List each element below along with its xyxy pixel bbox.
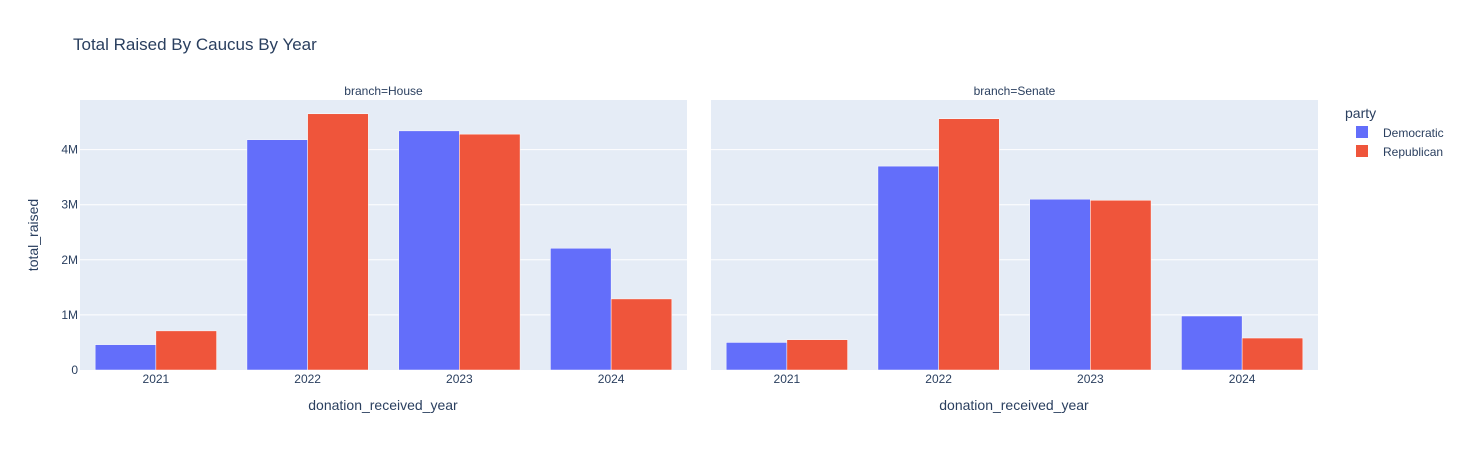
y-tick-label: 0 bbox=[71, 363, 78, 377]
facet-title-senate: branch=Senate bbox=[974, 84, 1056, 98]
bar-house-democratic-2021 bbox=[94, 344, 157, 371]
bar-senate-republican-2021 bbox=[786, 339, 848, 371]
bar-senate-democratic-2024 bbox=[1181, 315, 1243, 371]
legend-title: party bbox=[1345, 105, 1376, 121]
legend-item-republican[interactable]: Republican bbox=[1356, 145, 1443, 159]
y-tick-label: 1M bbox=[61, 308, 78, 322]
x-tick-label: 2021 bbox=[774, 372, 801, 386]
facet-title-house: branch=House bbox=[344, 84, 423, 98]
bar-house-republican-2021 bbox=[155, 330, 217, 371]
x-tick-label: 2024 bbox=[598, 372, 625, 386]
legend-swatch-republican bbox=[1356, 145, 1368, 157]
bar-house-republican-2022 bbox=[307, 113, 369, 371]
x-tick-label: 2022 bbox=[925, 372, 952, 386]
y-tick-label: 4M bbox=[61, 143, 78, 157]
bar-senate-democratic-2022 bbox=[877, 165, 939, 371]
facet-house: branch=House 0 1M 2M 3M 4M 2021 2022 2023 2024 bbox=[61, 84, 687, 386]
bar-house-democratic-2024 bbox=[550, 247, 612, 371]
chart-title: Total Raised By Caucus By Year bbox=[73, 35, 317, 54]
bar-senate-democratic-2023 bbox=[1029, 198, 1091, 371]
x-axis-title-senate: donation_received_year bbox=[939, 397, 1089, 413]
bar-house-democratic-2023 bbox=[398, 130, 460, 371]
legend-swatch-democratic bbox=[1356, 126, 1368, 138]
y-axis-title: total_raised bbox=[25, 199, 41, 271]
x-tick-label: 2023 bbox=[446, 372, 473, 386]
bar-house-republican-2023 bbox=[459, 133, 521, 371]
bar-house-republican-2024 bbox=[610, 298, 673, 371]
x-tick-label: 2023 bbox=[1077, 372, 1104, 386]
bar-senate-republican-2022 bbox=[938, 118, 1000, 371]
x-axis-title-house: donation_received_year bbox=[308, 397, 458, 413]
legend-item-democratic[interactable]: Democratic bbox=[1356, 126, 1444, 140]
bar-house-democratic-2022 bbox=[246, 139, 308, 371]
facet-senate: branch=Senate 2021 2022 2023 2024 bbox=[711, 84, 1318, 386]
bar-senate-democratic-2021 bbox=[725, 342, 788, 371]
x-tick-label: 2021 bbox=[143, 372, 170, 386]
legend-label-republican: Republican bbox=[1383, 145, 1443, 159]
bar-senate-republican-2024 bbox=[1241, 337, 1304, 371]
x-tick-label: 2024 bbox=[1229, 372, 1256, 386]
y-tick-label: 2M bbox=[61, 253, 78, 267]
bar-senate-republican-2023 bbox=[1090, 200, 1152, 371]
y-tick-label: 3M bbox=[61, 198, 78, 212]
x-tick-label: 2022 bbox=[294, 372, 321, 386]
legend-label-democratic: Democratic bbox=[1383, 126, 1444, 140]
legend: party Democratic Republican bbox=[1345, 105, 1444, 159]
